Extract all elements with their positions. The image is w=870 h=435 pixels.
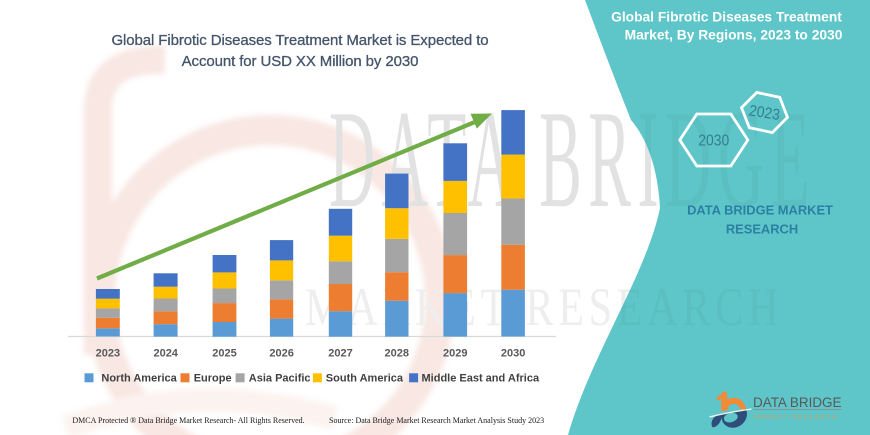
svg-text:2027: 2027 [328, 348, 352, 360]
svg-text:2024: 2024 [153, 348, 178, 360]
svg-text:2028: 2028 [385, 348, 409, 360]
svg-text:Asia Pacific: Asia Pacific [249, 372, 311, 384]
svg-text:Global Fibrotic Diseases Treat: Global Fibrotic Diseases Treatment [611, 10, 842, 25]
svg-text:2026: 2026 [269, 348, 293, 360]
svg-text:Middle East and Africa: Middle East and Africa [422, 372, 540, 384]
svg-text:MARKET RESEARCH: MARKET RESEARCH [755, 415, 838, 421]
svg-text:2030: 2030 [698, 132, 729, 149]
svg-text:2025: 2025 [212, 348, 236, 360]
svg-text:2023: 2023 [96, 348, 120, 360]
svg-text:Market, By Regions, 2023 to 20: Market, By Regions, 2023 to 2030 [625, 28, 843, 43]
svg-text:North America: North America [101, 372, 177, 384]
svg-text:DATA BRIDGE: DATA BRIDGE [753, 394, 842, 410]
svg-text:DMCA Protected ® Data Bridge M: DMCA Protected ® Data Bridge Market Rese… [72, 416, 304, 425]
svg-text:2023: 2023 [748, 102, 781, 124]
svg-text:Global Fibrotic Diseases Treat: Global Fibrotic Diseases Treatment Marke… [111, 32, 488, 49]
svg-text:Source: Data Bridge Market Res: Source: Data Bridge Market Research Mark… [329, 416, 544, 425]
svg-text:2030: 2030 [501, 348, 525, 360]
svg-text:2029: 2029 [443, 348, 467, 360]
svg-text:Account for USD XX Million by: Account for USD XX Million by 2030 [182, 53, 419, 70]
svg-text:DATA BRIDGE MARKET: DATA BRIDGE MARKET [687, 203, 833, 218]
svg-text:Europe: Europe [194, 372, 232, 384]
svg-text:South America: South America [326, 372, 404, 384]
svg-text:RESEARCH: RESEARCH [726, 222, 798, 237]
